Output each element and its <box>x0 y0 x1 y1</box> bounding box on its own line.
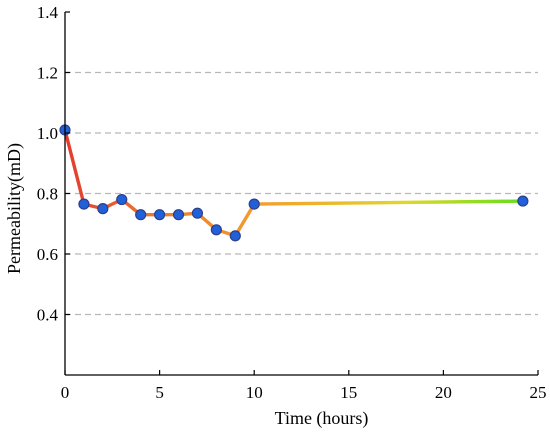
y-tick-label: 1.0 <box>37 124 58 143</box>
data-point <box>191 207 204 219</box>
data-point <box>97 203 109 215</box>
y-tick-label: 0.8 <box>37 185 58 204</box>
data-point <box>135 209 147 221</box>
x-tick-label: 10 <box>246 383 263 402</box>
data-point <box>210 224 222 236</box>
x-tick-label: 5 <box>155 383 164 402</box>
y-tick-label: 1.4 <box>37 3 59 22</box>
axes: 0.4 0.6 0.8 1.0 1.2 1.4 0 5 10 15 20 25 <box>37 3 547 402</box>
grid-lines <box>65 71 538 316</box>
data-markers <box>59 124 529 242</box>
data-point <box>248 198 260 210</box>
y-tick-label: 0.4 <box>37 306 59 325</box>
x-tick-label: 25 <box>530 383 547 402</box>
x-tick-label: 20 <box>435 383 452 402</box>
y-axis-title: Permeability(mD) <box>4 143 25 274</box>
x-axis-title: Time (hours) <box>275 408 369 429</box>
x-tick-label: 0 <box>61 383 70 402</box>
y-tick-label: 0.6 <box>37 245 58 264</box>
data-point <box>78 198 90 210</box>
data-point <box>229 230 241 242</box>
series-line <box>63 129 523 238</box>
data-point <box>517 195 529 207</box>
data-point <box>154 209 166 221</box>
series-line-layer <box>63 129 523 238</box>
y-tick-label: 1.2 <box>37 64 58 83</box>
x-tick-label: 15 <box>340 383 357 402</box>
data-point <box>116 193 128 206</box>
data-point <box>172 209 185 221</box>
